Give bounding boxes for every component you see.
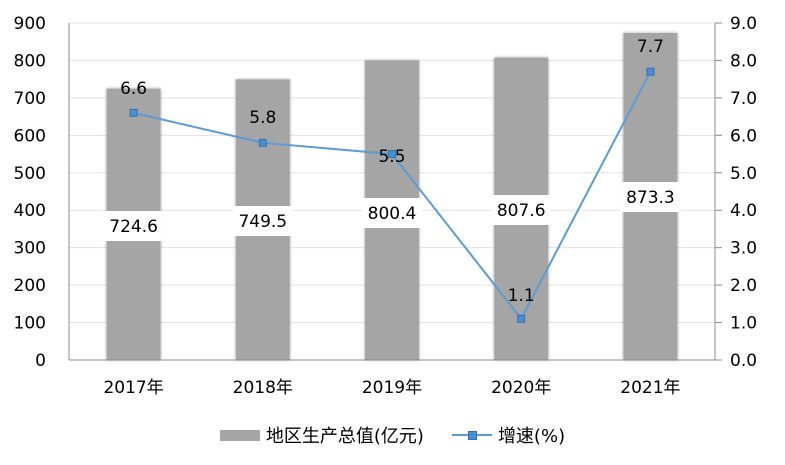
bar-swatch-icon: [219, 429, 260, 441]
x-axis-tick: 2018年: [233, 378, 293, 398]
bar-value-label: 724.6: [109, 217, 158, 237]
legend-item-gdp[interactable]: 地区生产总值(亿元): [219, 422, 424, 448]
line-value-label: 7.7: [637, 37, 664, 57]
legend-item-growth[interactable]: 增速(%): [451, 422, 566, 448]
left-axis-tick: 900: [14, 14, 46, 34]
bar-label-box: [491, 195, 552, 225]
bar-value-label: 749.5: [238, 212, 287, 232]
left-axis-tick: 600: [14, 126, 46, 146]
line-marker[interactable]: [129, 108, 138, 117]
legend-label-growth: 增速(%): [497, 426, 566, 447]
bar-label-box: [620, 182, 681, 212]
right-axis-tick: 3.0: [730, 239, 757, 259]
right-axis-tick: 0.0: [730, 351, 757, 371]
bar-value-label: 800.4: [368, 204, 417, 224]
left-axis-tick: 800: [14, 51, 46, 71]
right-axis-tick: 8.0: [730, 51, 757, 71]
right-axis-tick: 5.0: [730, 164, 757, 184]
bar-value-label: 807.6: [497, 201, 546, 221]
left-axis-tick: 200: [14, 276, 46, 296]
left-axis-tick: 700: [14, 89, 46, 109]
bar-series: [106, 32, 678, 361]
line-value-label: 5.5: [378, 147, 405, 167]
legend-label-gdp: 地区生产总值(亿元): [265, 426, 424, 447]
line-series: [129, 67, 655, 323]
left-axis-tick: 300: [14, 239, 46, 259]
axes: 0 100 200 300 400 500 600 700 800 900 0.0 1.0 2.0 3.0…: [14, 14, 758, 398]
left-axis-tick: 0: [35, 351, 46, 371]
right-axis-tick: 2.0: [730, 276, 757, 296]
line-marker[interactable]: [517, 314, 526, 323]
line-value-label: 6.6: [120, 79, 147, 99]
data-labels: 724.6 749.5 800.4 807.6 873.3 6.6 5.8 5.5 1.1 7.7: [103, 37, 681, 306]
line-marker[interactable]: [258, 138, 267, 147]
x-axis-tick: 2020年: [491, 378, 551, 398]
line-marker[interactable]: [388, 150, 396, 159]
right-axis-tick: 1.0: [730, 314, 757, 334]
x-axis-tick: 2019年: [362, 378, 422, 398]
right-axis-tick: 6.0: [730, 126, 757, 146]
line-value-label: 5.8: [249, 108, 276, 128]
bar-label-box: [232, 206, 293, 236]
left-axis-tick: 400: [14, 201, 46, 221]
x-axis-tick: 2021年: [620, 378, 680, 398]
bar-label-box: [362, 198, 422, 228]
left-axis-tick: 500: [14, 164, 46, 184]
bar-label-box: [103, 211, 164, 241]
right-axis-tick: 4.0: [730, 201, 757, 221]
legend: 地区生产总值(亿元) 增速(%): [0, 422, 785, 448]
x-axis-tick: 2017年: [103, 378, 163, 398]
line-value-label: 1.1: [508, 286, 535, 306]
line-marker[interactable]: [646, 67, 655, 76]
right-axis-tick: 7.0: [730, 89, 757, 109]
bar-value-label: 873.3: [626, 188, 675, 208]
line-marker-swatch-icon: [451, 429, 492, 441]
left-axis-tick: 100: [14, 314, 46, 334]
right-axis-tick: 9.0: [730, 14, 757, 34]
